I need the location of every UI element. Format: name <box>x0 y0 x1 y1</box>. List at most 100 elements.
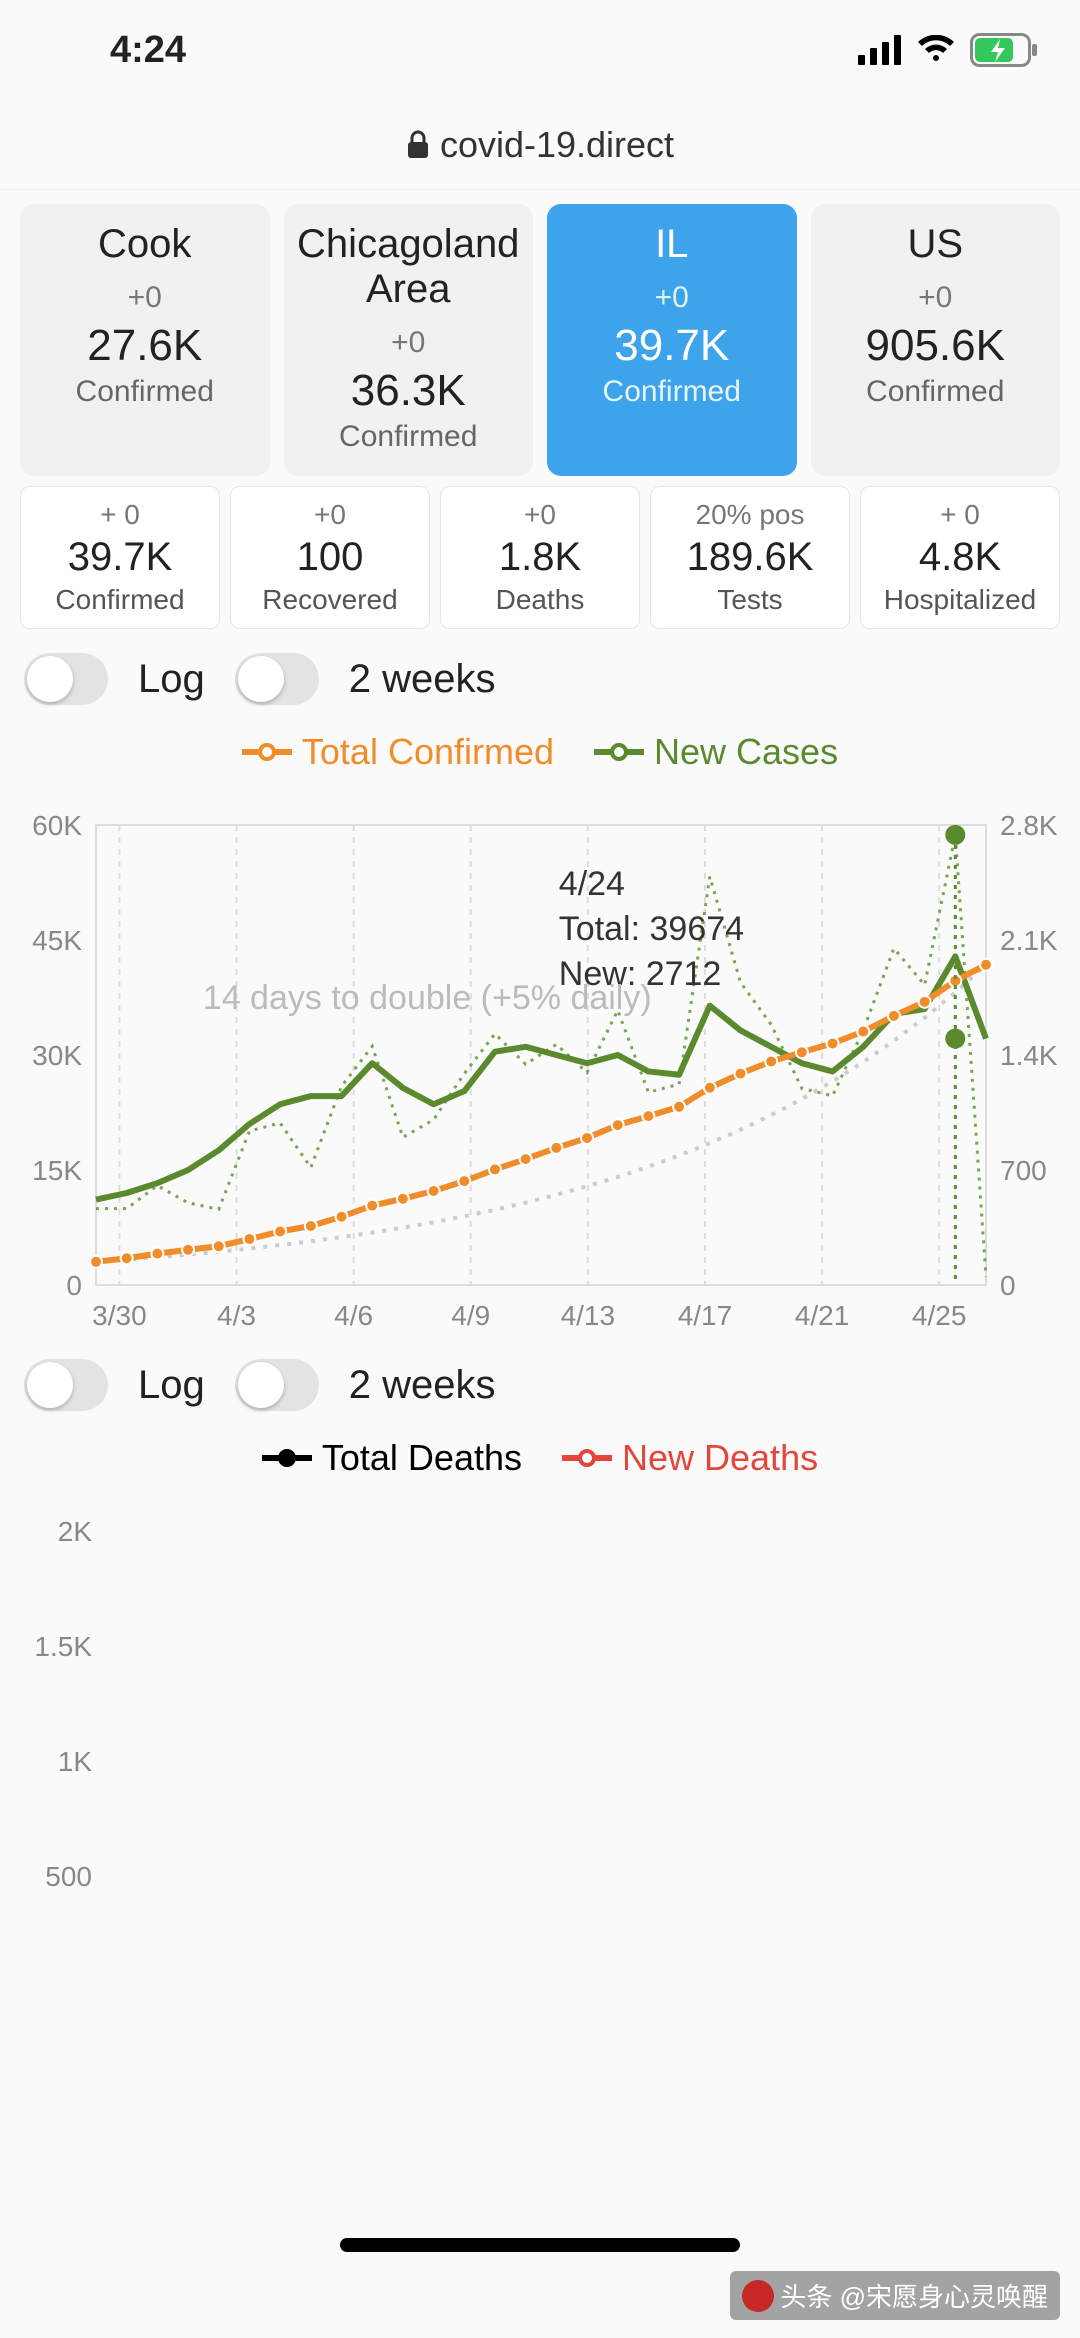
tab-label: Confirmed <box>292 420 526 454</box>
svg-text:4/13: 4/13 <box>561 1300 616 1331</box>
tab-title: Cook <box>28 222 262 267</box>
legend-new-deaths[interactable]: New Deaths <box>562 1437 818 1479</box>
svg-text:1.5K: 1.5K <box>34 1631 92 1662</box>
svg-text:2.8K: 2.8K <box>1000 810 1058 841</box>
tab-title: US <box>819 222 1053 267</box>
stat-value: 100 <box>237 535 423 580</box>
svg-text:14 days to double (+5% daily): 14 days to double (+5% daily) <box>203 979 652 1017</box>
status-icons <box>858 33 1040 67</box>
svg-text:1.4K: 1.4K <box>1000 1040 1058 1071</box>
tab-value: 27.6K <box>28 321 262 371</box>
2weeks-toggle[interactable] <box>235 653 319 705</box>
wifi-icon <box>916 35 956 65</box>
stat-deaths[interactable]: +0 1.8K Deaths <box>440 486 640 629</box>
stat-label: Confirmed <box>27 584 213 616</box>
chart1-svg: 0 15K 30K 45K 60K 3/30 4/3 4/6 4/9 4/13 4/17 4/21 4/… <box>6 785 1074 1345</box>
svg-text:0: 0 <box>66 1270 82 1301</box>
stat-delta: + 0 <box>867 499 1053 531</box>
tab-title: Chicagoland Area <box>292 222 526 312</box>
legend-label: Total Confirmed <box>302 731 554 773</box>
svg-text:2K: 2K <box>58 1516 93 1547</box>
region-tab-cook[interactable]: Cook +0 27.6K Confirmed <box>20 204 270 476</box>
home-indicator[interactable] <box>340 2238 740 2252</box>
stat-hospitalized[interactable]: + 0 4.8K Hospitalized <box>860 486 1060 629</box>
svg-text:500: 500 <box>45 1861 92 1892</box>
legend-total-deaths[interactable]: Total Deaths <box>262 1437 522 1479</box>
svg-text:4/3: 4/3 <box>217 1300 256 1331</box>
stat-label: Deaths <box>447 584 633 616</box>
svg-text:0: 0 <box>1000 1270 1016 1301</box>
2weeks-toggle-2[interactable] <box>235 1359 319 1411</box>
stats-row: + 0 39.7K Confirmed+0 100 Recovered+0 1.… <box>0 476 1080 639</box>
stat-recovered[interactable]: +0 100 Recovered <box>230 486 430 629</box>
svg-text:4/25: 4/25 <box>912 1300 967 1331</box>
svg-text:4/21: 4/21 <box>795 1300 850 1331</box>
chart1-toggles: Log 2 weeks <box>0 639 1080 719</box>
watermark: 头条 @宋愿身心灵唤醒 <box>730 2271 1060 2320</box>
stat-value: 1.8K <box>447 535 633 580</box>
svg-text:4/9: 4/9 <box>451 1300 490 1331</box>
tab-delta: +0 <box>28 281 262 315</box>
tab-title: IL <box>555 222 789 267</box>
chart2-legend: Total Deaths New Deaths <box>6 1425 1074 1491</box>
address-bar[interactable]: covid-19.direct <box>0 100 1080 190</box>
legend-label: New Deaths <box>622 1437 818 1479</box>
stat-tests[interactable]: 20% pos 189.6K Tests <box>650 486 850 629</box>
chart-deaths: Total Deaths New Deaths 500 1K 1.5K 2K <box>0 1425 1080 2051</box>
url-text: covid-19.direct <box>440 124 674 166</box>
svg-text:4/24: 4/24 <box>559 865 625 903</box>
stat-label: Recovered <box>237 584 423 616</box>
battery-icon <box>970 33 1040 67</box>
status-time: 4:24 <box>40 29 858 72</box>
svg-text:1K: 1K <box>58 1746 93 1777</box>
svg-text:3/30: 3/30 <box>92 1300 147 1331</box>
svg-text:4/17: 4/17 <box>678 1300 733 1331</box>
svg-text:15K: 15K <box>32 1155 82 1186</box>
svg-text:700: 700 <box>1000 1155 1047 1186</box>
chart2-svg: 500 1K 1.5K 2K <box>6 1491 1074 2051</box>
tab-value: 905.6K <box>819 321 1053 371</box>
log-toggle-2[interactable] <box>24 1359 108 1411</box>
signal-icon <box>858 35 902 65</box>
status-bar: 4:24 <box>0 0 1080 100</box>
legend-label: Total Deaths <box>322 1437 522 1479</box>
stat-delta: +0 <box>237 499 423 531</box>
stat-value: 4.8K <box>867 535 1053 580</box>
svg-text:2.1K: 2.1K <box>1000 925 1058 956</box>
log-label: Log <box>138 657 205 702</box>
tab-delta: +0 <box>555 281 789 315</box>
chart1-legend: Total Confirmed New Cases <box>6 719 1074 785</box>
stat-delta: +0 <box>447 499 633 531</box>
svg-text:Total: 39674: Total: 39674 <box>559 910 744 948</box>
log-toggle[interactable] <box>24 653 108 705</box>
tab-label: Confirmed <box>819 375 1053 409</box>
region-tabs: Cook +0 27.6K ConfirmedChicagoland Area … <box>0 190 1080 476</box>
stat-value: 39.7K <box>27 535 213 580</box>
region-tab-us[interactable]: US +0 905.6K Confirmed <box>811 204 1061 476</box>
2weeks-label-2: 2 weeks <box>349 1363 496 1408</box>
region-tab-chicagoland-area[interactable]: Chicagoland Area +0 36.3K Confirmed <box>284 204 534 476</box>
watermark-text: 头条 @宋愿身心灵唤醒 <box>780 2277 1048 2314</box>
svg-text:60K: 60K <box>32 810 82 841</box>
legend-total-confirmed[interactable]: Total Confirmed <box>242 731 554 773</box>
log-label-2: Log <box>138 1363 205 1408</box>
region-tab-il[interactable]: IL +0 39.7K Confirmed <box>547 204 797 476</box>
chart-confirmed: Total Confirmed New Cases 0 15K 30K 45K 60K 3… <box>0 719 1080 1345</box>
tab-delta: +0 <box>292 326 526 360</box>
stat-label: Hospitalized <box>867 584 1053 616</box>
tab-value: 36.3K <box>292 366 526 416</box>
tab-delta: +0 <box>819 281 1053 315</box>
tab-label: Confirmed <box>28 375 262 409</box>
lock-icon <box>406 130 430 160</box>
stat-confirmed[interactable]: + 0 39.7K Confirmed <box>20 486 220 629</box>
svg-text:4/6: 4/6 <box>334 1300 373 1331</box>
svg-text:45K: 45K <box>32 925 82 956</box>
legend-label: New Cases <box>654 731 838 773</box>
legend-new-cases[interactable]: New Cases <box>594 731 838 773</box>
svg-text:30K: 30K <box>32 1040 82 1071</box>
2weeks-label: 2 weeks <box>349 657 496 702</box>
stat-delta: 20% pos <box>657 499 843 531</box>
avatar-icon <box>742 2280 774 2312</box>
tab-value: 39.7K <box>555 321 789 371</box>
chart2-toggles: Log 2 weeks <box>0 1345 1080 1425</box>
